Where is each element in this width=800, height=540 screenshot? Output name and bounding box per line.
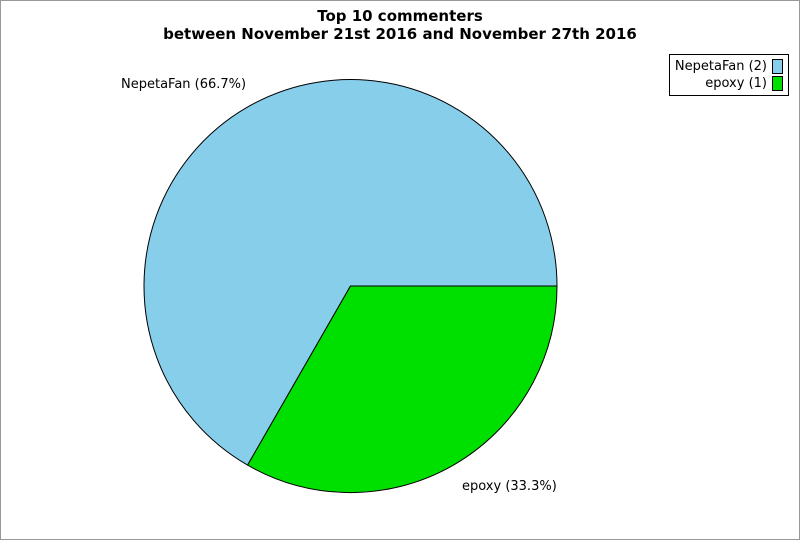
legend-label-epoxy: epoxy (1) [705, 76, 767, 91]
chart-title-line2: between November 21st 2016 and November … [163, 25, 637, 43]
legend: NepetaFan (2) epoxy (1) [669, 54, 789, 96]
legend-label-nepetafan: NepetaFan (2) [674, 59, 767, 74]
chart-title-line1: Top 10 commenters [317, 7, 483, 25]
pie-slice-epoxy [246, 285, 558, 494]
chart-title: Top 10 commenters between November 21st … [1, 7, 799, 43]
pie-slice-nepetafan [143, 79, 558, 466]
legend-swatch-nepetafan [772, 59, 783, 74]
slice-label-nepetafan: NepetaFan (66.7%) [121, 77, 247, 92]
legend-item-epoxy: epoxy (1) [674, 75, 783, 92]
legend-swatch-rect-epoxy [772, 76, 783, 91]
legend-swatch-epoxy [772, 76, 783, 91]
legend-swatch-rect-nepetafan [772, 59, 783, 74]
legend-item-nepetafan: NepetaFan (2) [674, 58, 783, 75]
slice-label-epoxy: epoxy (33.3%) [462, 479, 557, 494]
